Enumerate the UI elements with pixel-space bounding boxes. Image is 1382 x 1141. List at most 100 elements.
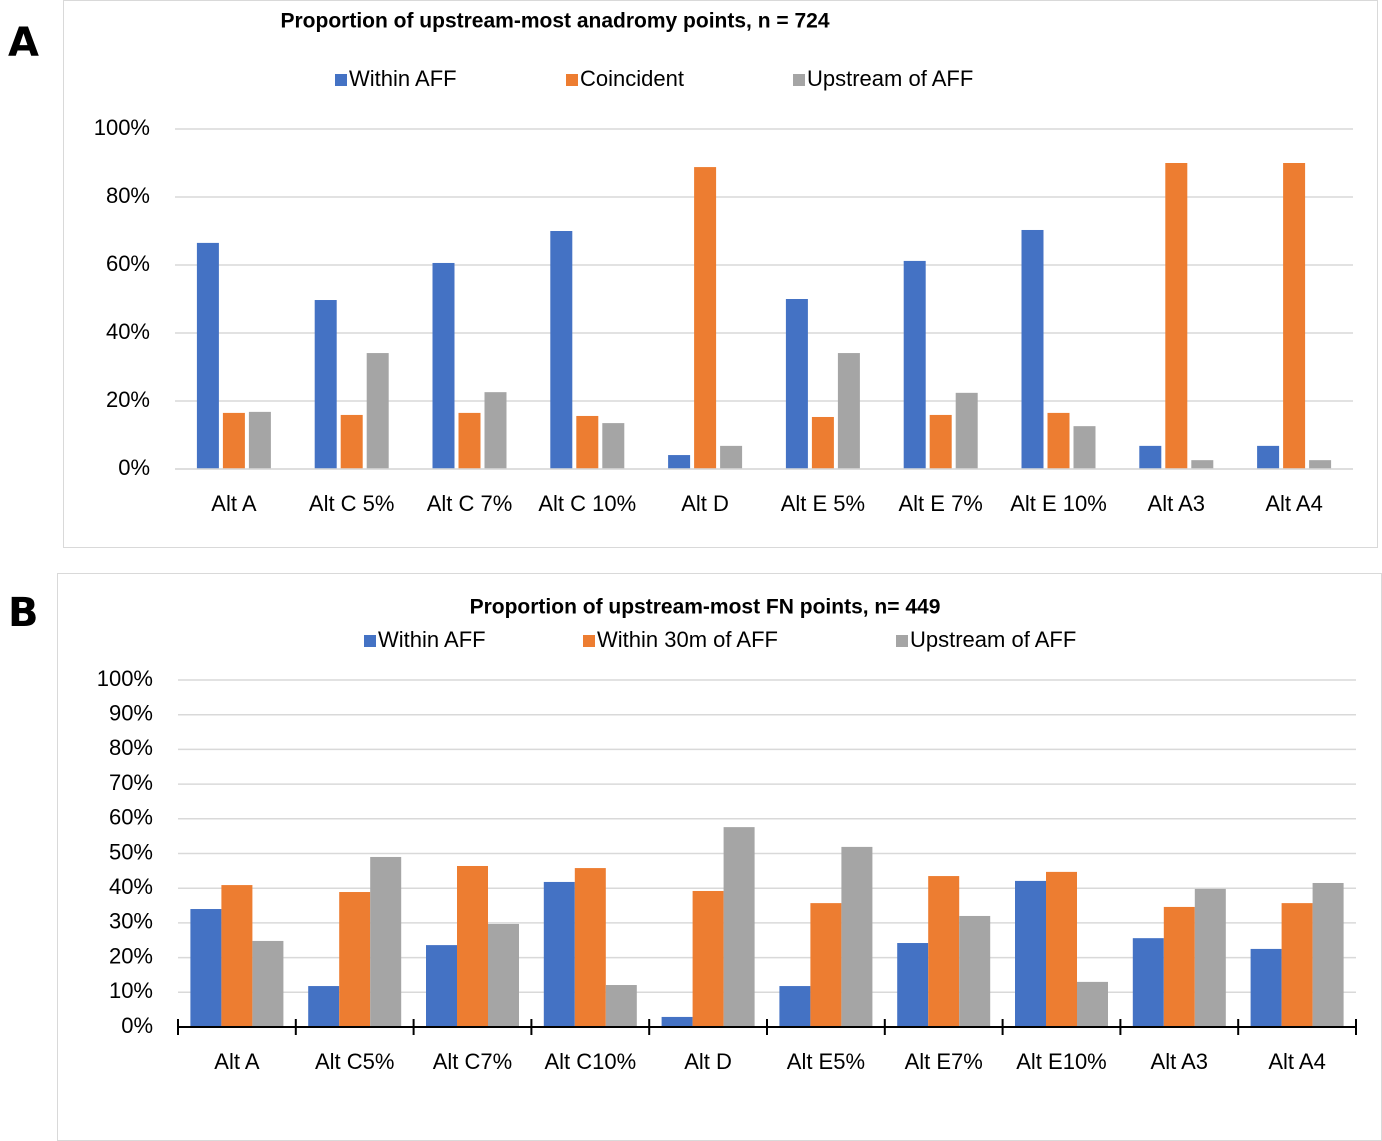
bar <box>340 414 363 469</box>
bar <box>370 856 402 1027</box>
chart-title: Proportion of upstream-most FN points, n… <box>470 596 941 619</box>
bar <box>222 412 245 469</box>
bar <box>810 903 842 1027</box>
y-tick-label: 100% <box>94 115 150 140</box>
bar <box>543 881 575 1027</box>
bar <box>1163 906 1195 1027</box>
x-tick-label: Alt D <box>681 491 729 516</box>
legend-swatch <box>566 74 578 86</box>
x-tick-label: Alt C10% <box>544 1049 636 1074</box>
bar <box>668 455 691 469</box>
y-tick-label: 20% <box>106 387 150 412</box>
bar <box>426 945 457 1027</box>
chart-frame <box>57 573 1382 1141</box>
bar <box>1165 163 1188 469</box>
bar <box>929 414 952 469</box>
legend-label: Coincident <box>580 66 684 91</box>
bar <box>1312 882 1344 1027</box>
bar <box>1281 903 1313 1027</box>
x-tick-label: Alt A4 <box>1268 1049 1325 1074</box>
bar <box>196 242 219 469</box>
bar <box>366 353 389 469</box>
legend-label: Within AFF <box>378 627 486 652</box>
bar <box>694 167 717 469</box>
bar <box>1309 460 1332 469</box>
bar <box>1191 460 1214 469</box>
y-tick-label: 60% <box>109 805 153 830</box>
legend-swatch <box>583 635 595 647</box>
x-tick-label: Alt E 10% <box>1010 491 1107 516</box>
y-tick-label: 70% <box>109 770 153 795</box>
y-tick-label: 0% <box>121 1013 153 1038</box>
x-tick-label: Alt E5% <box>787 1049 865 1074</box>
x-tick-label: Alt C5% <box>315 1049 394 1074</box>
bar <box>841 846 873 1027</box>
x-tick-label: Alt A <box>214 1049 260 1074</box>
bar <box>1283 163 1306 469</box>
x-tick-label: Alt D <box>684 1049 732 1074</box>
x-tick-label: Alt A3 <box>1148 491 1205 516</box>
legend-label: Upstream of AFF <box>910 627 1076 652</box>
bar <box>252 940 284 1027</box>
x-tick-label: Alt C 7% <box>427 491 513 516</box>
bar <box>574 868 606 1027</box>
bar <box>1015 880 1046 1027</box>
x-tick-label: Alt E 5% <box>781 491 865 516</box>
legend-swatch <box>364 635 376 647</box>
legend-label: Upstream of AFF <box>807 66 973 91</box>
bar <box>903 260 926 469</box>
bar <box>190 909 222 1027</box>
x-tick-label: Alt E7% <box>905 1049 983 1074</box>
bar <box>928 876 960 1027</box>
legend-label: Within AFF <box>349 66 457 91</box>
y-tick-label: 80% <box>109 735 153 760</box>
bar <box>661 1016 693 1027</box>
bar <box>1194 888 1226 1027</box>
x-tick-label: Alt C 5% <box>309 491 395 516</box>
bar <box>1046 871 1077 1027</box>
bar <box>1021 229 1044 469</box>
bar <box>314 300 337 469</box>
y-tick-label: 100% <box>97 666 153 691</box>
bar <box>779 986 811 1027</box>
y-tick-label: 10% <box>109 978 153 1003</box>
x-tick-label: Alt E10% <box>1016 1049 1107 1074</box>
bar <box>550 231 573 469</box>
bar <box>605 985 637 1027</box>
chart-title: Proportion of upstream-most anadromy poi… <box>281 10 830 33</box>
x-tick-label: Alt E 7% <box>899 491 983 516</box>
bar <box>959 915 991 1027</box>
y-tick-label: 40% <box>109 874 153 899</box>
bar <box>692 890 724 1027</box>
bar <box>308 986 340 1027</box>
bar <box>488 923 519 1027</box>
bar <box>432 262 455 469</box>
bar <box>1077 981 1108 1027</box>
y-tick-label: 60% <box>106 251 150 276</box>
bar <box>897 943 929 1027</box>
legend-swatch <box>896 635 908 647</box>
y-tick-label: 0% <box>118 455 150 480</box>
y-tick-label: 90% <box>109 701 153 726</box>
x-tick-label: Alt C 10% <box>538 491 636 516</box>
bar <box>811 416 834 469</box>
panel-label: B <box>8 590 39 636</box>
bar <box>248 411 271 469</box>
bar <box>837 353 860 469</box>
x-tick-label: Alt A3 <box>1151 1049 1208 1074</box>
legend-swatch <box>335 74 347 86</box>
legend-label: Within 30m of AFF <box>597 627 778 652</box>
bar <box>457 865 488 1027</box>
bar <box>1073 426 1096 469</box>
bar <box>723 827 755 1027</box>
y-tick-label: 50% <box>109 839 153 864</box>
bar <box>720 445 743 469</box>
bar <box>1250 948 1282 1027</box>
bar <box>221 885 253 1027</box>
bar <box>1139 445 1162 469</box>
bar <box>484 392 507 469</box>
bar <box>576 415 599 469</box>
bar <box>458 412 481 469</box>
panel-label: A <box>8 20 39 66</box>
